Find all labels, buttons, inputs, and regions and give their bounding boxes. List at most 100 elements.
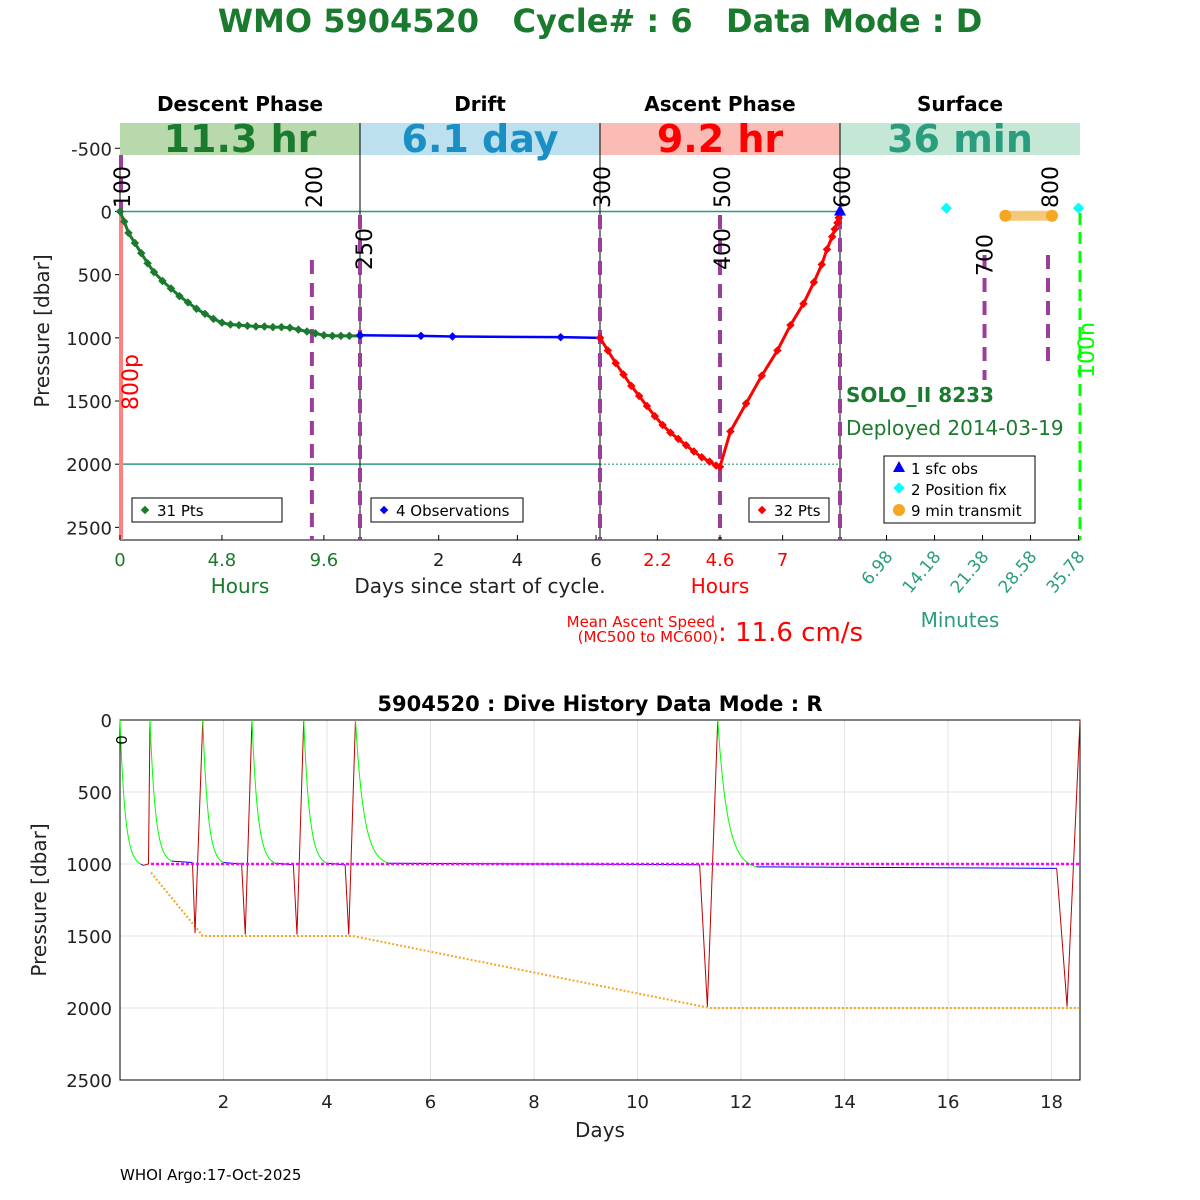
phase-header-1: Drift	[454, 92, 506, 116]
series-point-0-17	[243, 321, 252, 331]
x-tick-label-2-2: 7	[777, 550, 788, 571]
dive-descent-line-0	[119, 719, 141, 865]
transmit-point-1	[1046, 209, 1058, 222]
dh-x-tick-label-7: 16	[937, 1092, 960, 1113]
float-model-label: SOLO_II 8233	[846, 383, 994, 407]
dive-descent-line-6	[717, 719, 757, 868]
series-point-2-23	[809, 277, 819, 287]
series-point-0-26	[319, 331, 329, 340]
x-tick-label-3-3: 28.58	[995, 547, 1042, 597]
dh-y-tick-label-2: 1000	[66, 855, 112, 876]
series-point-0-19	[260, 322, 269, 331]
series-point-0-12	[200, 309, 210, 319]
surface-legend-box	[883, 455, 1036, 524]
dive-descent-line-3	[251, 719, 276, 864]
series-point-2-17	[726, 427, 735, 436]
dh-x-tick-label-2: 6	[425, 1092, 436, 1113]
dh-x-tick-label-0: 2	[218, 1092, 229, 1113]
dive-history-chart: 5904520 : Dive History Data Mode : R 2 4 6 8…	[27, 692, 1081, 1142]
series-point-2-4	[627, 381, 636, 391]
dive-descent-line-2	[202, 719, 224, 863]
mission-code-label-6: 600	[831, 166, 856, 208]
dh-x-tick-label-4: 10	[626, 1092, 649, 1113]
legend-marker-2	[757, 505, 767, 515]
series-point-0-2	[124, 228, 133, 238]
position-fix-point-1	[1072, 202, 1085, 214]
series-point-2-0	[595, 333, 605, 343]
dive-ascent-line-2	[241, 719, 253, 935]
dh-x-tick-label-5: 12	[730, 1092, 753, 1113]
x-axis-label-2: Hours	[691, 574, 750, 598]
dh-x-tick-label-1: 4	[321, 1092, 332, 1113]
y-tick-label-5: 2000	[66, 455, 112, 476]
mission-code-label-2: 250	[353, 228, 378, 270]
series-point-0-28	[336, 331, 346, 341]
series-point-0-23	[294, 325, 303, 334]
series-point-2-5	[634, 391, 644, 401]
series-point-0-8	[166, 284, 176, 293]
series-point-0-5	[143, 259, 152, 268]
x-tick-label-2-0: 2.2	[643, 550, 672, 571]
mission-code-label-8: 800	[1039, 166, 1064, 208]
mission-code-label-4: 400	[711, 228, 736, 270]
mission-code-label-9: 100n	[1075, 322, 1100, 378]
mission-code-label-3: 300	[591, 166, 616, 208]
dive-ascent-line-6	[1056, 719, 1081, 1007]
y-tick-label-3: 1000	[66, 329, 112, 350]
y-tick-label-0: -500	[71, 139, 112, 160]
y-tick-label-2: 500	[78, 266, 112, 287]
series-point-0-25	[311, 329, 320, 338]
series-point-1-0	[355, 331, 365, 340]
series-point-2-10	[674, 434, 683, 444]
series-point-0-10	[183, 298, 193, 307]
series-point-2-26	[827, 232, 837, 241]
series-point-2-11	[681, 440, 691, 450]
legend-label-0: 31 Pts	[157, 502, 204, 520]
x-tick-label-3-0: 6.98	[858, 547, 898, 589]
footer-credit: WHOI Argo:17-Oct-2025	[120, 1166, 302, 1184]
float-deployed-label: Deployed 2014-03-19	[846, 416, 1064, 440]
phase-header-0: Descent Phase	[157, 92, 323, 116]
series-point-0-16	[234, 320, 244, 330]
series-point-0-7	[158, 276, 167, 286]
x-tick-label-0-2: 9.6	[310, 550, 339, 571]
series-point-2-18	[741, 399, 751, 408]
dh-y-tick-label-1: 500	[78, 783, 112, 804]
legend-marker-1	[379, 505, 389, 515]
legend-box-0	[131, 497, 283, 523]
series-point-2-9	[666, 428, 675, 437]
series-point-1-1	[416, 331, 426, 341]
x-tick-label-2-1: 4.6	[706, 550, 735, 571]
series-point-0-4	[136, 248, 146, 258]
dh-x-tick-label-8: 18	[1040, 1092, 1063, 1113]
mission-code-label-7: 700	[974, 234, 999, 276]
phase-header-2: Ascent Phase	[644, 92, 795, 116]
page-title: WMO 5904520 Cycle# : 6 Data Mode : D	[217, 2, 983, 40]
series-point-0-9	[175, 291, 184, 301]
dive-drift-line-6	[756, 866, 1057, 869]
series-point-0-1	[120, 217, 129, 226]
surface-legend-marker-1	[893, 482, 905, 494]
series-point-1-2	[448, 332, 457, 341]
series-point-2-22	[799, 299, 808, 308]
x-tick-label-1-0: 2	[433, 550, 444, 571]
x-tick-label-3-1: 14.18	[899, 547, 946, 597]
ascent-speed-value: : 11.6 cm/s	[718, 618, 863, 648]
phase-header-3: Surface	[917, 92, 1003, 116]
dh-y-tick-label-5: 2500	[66, 1071, 112, 1092]
series-point-1-3	[556, 332, 565, 342]
legend-label-2: 32 Pts	[774, 502, 821, 520]
transmit-point-0	[999, 209, 1012, 222]
y-tick-label-4: 1500	[66, 392, 112, 413]
phase-duration-band-0	[120, 123, 360, 155]
series-point-0-29	[345, 331, 354, 341]
dive-descent-line-1	[149, 719, 172, 862]
series-point-2-3	[619, 370, 628, 379]
y-axis-label: Pressure [dbar]	[30, 254, 54, 407]
series-point-2-16	[715, 462, 725, 471]
surface-legend-marker-0	[893, 461, 905, 472]
dive-drift-line-0	[140, 863, 144, 866]
dh-x-tick-label-3: 8	[528, 1092, 539, 1113]
